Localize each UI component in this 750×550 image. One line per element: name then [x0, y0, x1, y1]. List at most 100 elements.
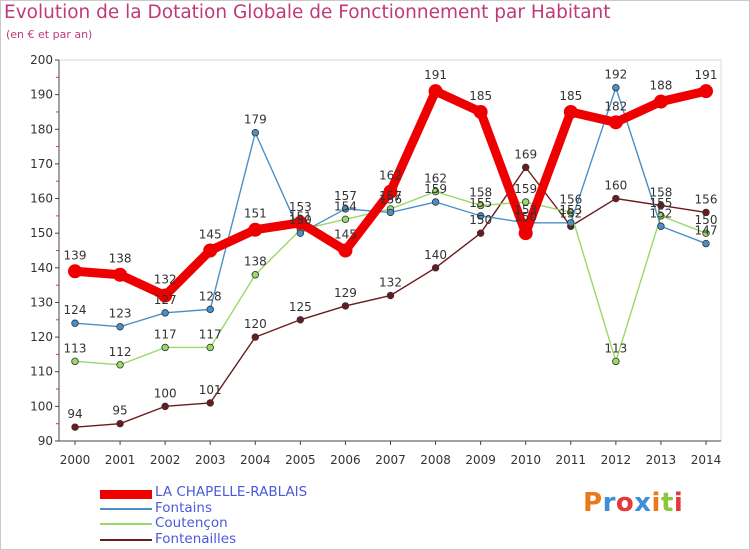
data-point: [341, 215, 350, 224]
data-label: 156: [379, 192, 402, 206]
data-point: [296, 229, 305, 237]
x-tick-label: 2000: [60, 453, 91, 467]
y-tick-label: 140: [30, 261, 53, 275]
data-point: [71, 319, 79, 327]
data-label: 123: [109, 307, 132, 321]
data-label: 192: [604, 68, 627, 82]
data-point: [161, 402, 169, 411]
logo-letter: i: [673, 488, 684, 518]
data-label: 151: [244, 207, 267, 221]
x-tick-label: 2011: [556, 453, 587, 467]
y-tick-label: 190: [30, 88, 53, 102]
data-point: [116, 419, 124, 428]
data-point: [476, 229, 485, 237]
x-tick-label: 2013: [646, 453, 677, 467]
data-point: [161, 309, 169, 317]
x-tick-label: 2003: [195, 453, 226, 467]
data-point: [431, 198, 440, 206]
data-label: 179: [244, 113, 267, 127]
data-point: [699, 84, 713, 99]
data-point: [251, 333, 259, 341]
y-tick-label: 130: [30, 295, 53, 309]
data-label: 95: [112, 404, 127, 418]
data-label: 191: [695, 68, 718, 82]
data-point: [702, 229, 710, 237]
x-tick-label: 2010: [510, 453, 541, 467]
x-tick-label: 2006: [330, 453, 361, 467]
data-point: [251, 271, 259, 279]
data-point: [68, 264, 82, 279]
data-label: 150: [514, 210, 537, 224]
data-label: 132: [379, 276, 402, 290]
data-point: [341, 205, 350, 213]
y-tick-label: 100: [30, 399, 53, 413]
legend-label: LA CHAPELLE-RABLAIS: [155, 484, 308, 500]
data-label: 156: [695, 192, 718, 206]
y-tick-label: 180: [30, 122, 53, 136]
data-label: 145: [199, 228, 222, 242]
data-point: [563, 104, 578, 119]
data-label: 151: [289, 210, 312, 224]
data-label: 113: [604, 341, 627, 355]
data-point: [203, 243, 218, 258]
data-label: 120: [244, 317, 267, 331]
chart-subtitle: (en € et par an): [6, 28, 93, 41]
data-label: 153: [514, 203, 537, 217]
data-point: [657, 222, 665, 230]
x-tick-label: 2014: [691, 453, 722, 467]
x-tick-label: 2001: [105, 453, 136, 467]
data-label: 147: [695, 224, 718, 238]
data-point: [158, 288, 173, 303]
x-tick-label: 2004: [240, 453, 271, 467]
y-tick-label: 120: [30, 330, 53, 344]
data-point: [116, 361, 124, 369]
logo-letter: x: [634, 488, 652, 518]
legend-label: Fontenailles: [155, 531, 237, 547]
data-point: [116, 323, 124, 331]
data-label: 156: [559, 192, 582, 206]
data-label: 117: [154, 327, 177, 341]
data-label: 129: [334, 286, 357, 300]
data-point: [113, 267, 128, 282]
data-point: [293, 215, 308, 230]
data-label: 124: [64, 303, 87, 317]
logo-letter: P: [583, 488, 603, 518]
data-point: [386, 291, 395, 300]
data-point: [657, 201, 665, 210]
data-point: [476, 201, 485, 210]
data-label: 155: [649, 196, 672, 210]
y-tick-label: 150: [30, 226, 53, 240]
legend-label: Coutençon: [155, 515, 228, 531]
legend-swatch: [100, 523, 152, 525]
legend-swatch: [100, 539, 152, 541]
data-point: [428, 84, 443, 99]
data-label: 162: [424, 172, 447, 186]
x-tick-label: 2002: [150, 453, 181, 467]
data-point: [71, 357, 79, 366]
data-point: [338, 243, 353, 258]
data-point: [386, 208, 395, 217]
data-label: 188: [649, 79, 672, 93]
x-tick-label: 2009: [465, 453, 496, 467]
data-point: [612, 194, 620, 203]
data-label: 139: [64, 248, 87, 262]
data-label: 150: [469, 213, 492, 227]
logo-letter: i: [651, 488, 661, 518]
data-label: 158: [469, 185, 492, 199]
data-label: 158: [649, 185, 672, 199]
data-label: 185: [469, 89, 492, 103]
data-label: 169: [514, 147, 537, 161]
data-label: 132: [154, 273, 177, 287]
data-point: [522, 163, 530, 172]
data-point: [71, 423, 79, 431]
data-point: [161, 343, 169, 352]
data-point: [296, 316, 305, 324]
x-tick-label: 2012: [601, 453, 632, 467]
data-label: 145: [334, 228, 357, 242]
data-label: 191: [424, 68, 447, 82]
logo-letter: t: [660, 488, 674, 518]
data-label: 150: [695, 213, 718, 227]
data-label: 153: [559, 203, 582, 217]
data-point: [206, 399, 214, 407]
